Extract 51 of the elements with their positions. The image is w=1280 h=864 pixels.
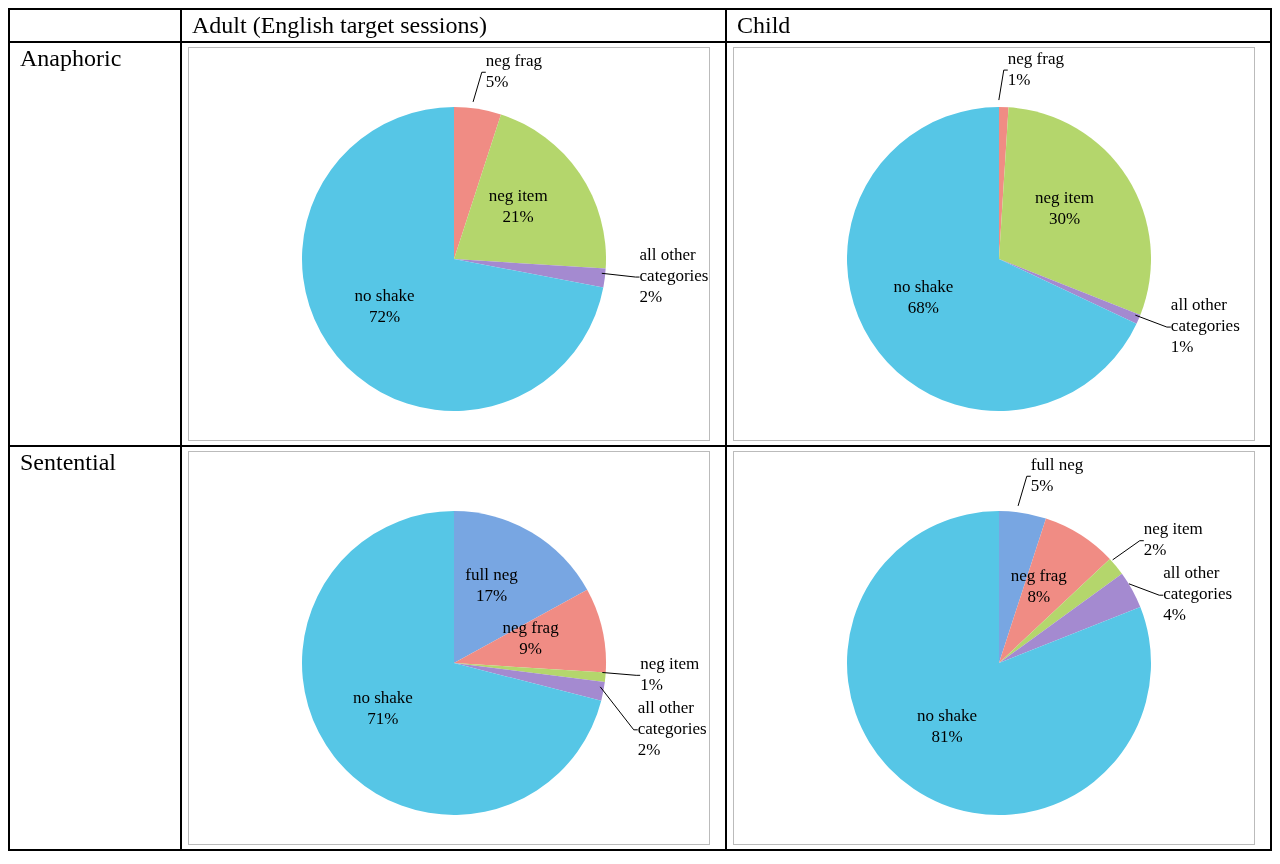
data-label: 2%: [639, 286, 663, 306]
text: Sentential: [9, 446, 181, 850]
slice-label: full neg: [465, 564, 519, 584]
data-label: 68%: [907, 298, 939, 318]
data-label: 81%: [931, 726, 963, 746]
pie-slice: [999, 107, 1151, 315]
slice-label: neg frag: [502, 618, 560, 638]
data-label: 72%: [369, 306, 401, 326]
data-label: 21%: [502, 206, 534, 226]
slice-label: neg frag: [1007, 48, 1065, 68]
pie-slice: [454, 114, 606, 269]
data-label: 4%: [1163, 605, 1186, 625]
slice-label: neg frag: [1010, 565, 1068, 585]
pie-slice: [454, 589, 606, 673]
data-label: 1%: [640, 674, 663, 694]
slice-label: no shake: [354, 285, 415, 305]
pie-slice: [999, 518, 1110, 663]
data-label: 2%: [1143, 540, 1167, 560]
pie-slice: [454, 663, 605, 701]
slice-label: no shake: [893, 277, 954, 297]
data-label: 1%: [1170, 336, 1194, 356]
slice-label: no shake: [352, 687, 413, 707]
slice-label: all other categories: [1170, 294, 1240, 335]
data-label: 30%: [1049, 208, 1081, 228]
data-label: 8%: [1027, 586, 1051, 606]
slice-label: neg item: [1035, 187, 1095, 207]
data-label: 17%: [475, 585, 508, 605]
slice-label: neg item: [640, 653, 700, 673]
pie-slice: [454, 511, 588, 663]
data-label: 9%: [519, 639, 542, 659]
pie-slice: [847, 107, 1137, 411]
data-label: 2%: [637, 739, 661, 759]
slice-label: neg item: [488, 185, 548, 205]
data-label: 5%: [485, 71, 509, 91]
chart-title: Adult (English target sessions): [181, 9, 726, 42]
slice-label: all other categories: [637, 697, 707, 738]
slice-label: neg frag: [485, 50, 543, 70]
data-label: 5%: [1030, 475, 1054, 495]
slice-label: neg item: [1143, 519, 1203, 539]
data-label: 1%: [1007, 69, 1031, 89]
slice-label: all other categories: [1163, 563, 1233, 604]
slice-label: full neg: [1030, 454, 1084, 474]
pie-slice: [302, 107, 604, 411]
chart-title: Child: [726, 9, 1271, 42]
slice-label: no shake: [917, 705, 977, 725]
pie-slice: [999, 259, 1141, 324]
slice-label: all other categories: [639, 244, 709, 285]
data-label: 71%: [367, 708, 399, 728]
text: Anaphoric: [9, 42, 181, 446]
pie-slice: [302, 511, 602, 815]
pie-slice: [454, 259, 606, 288]
